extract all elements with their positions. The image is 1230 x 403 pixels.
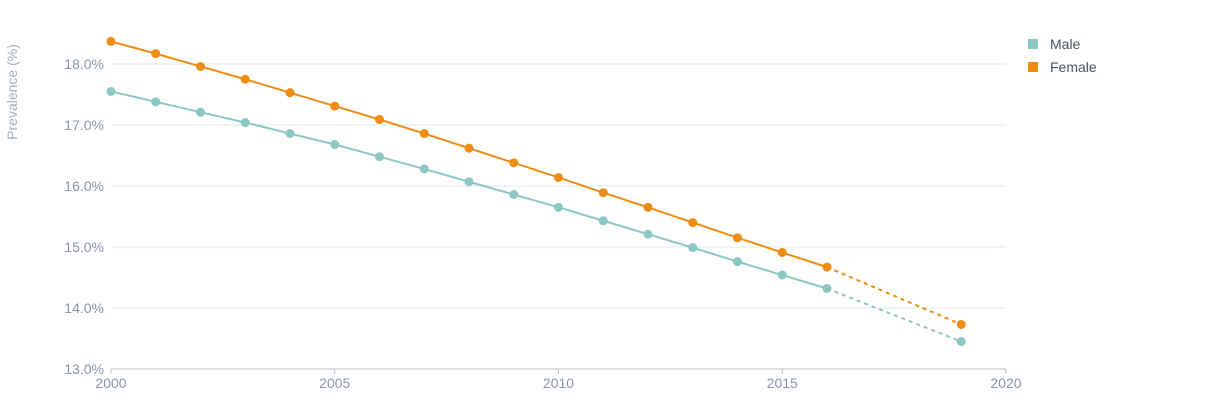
data-point-female[interactable] (330, 101, 340, 111)
data-point-male[interactable] (464, 177, 474, 187)
data-point-male[interactable] (822, 283, 832, 293)
data-point-female[interactable] (240, 74, 250, 84)
data-point-male[interactable] (509, 190, 519, 200)
x-tick-label: 2010 (543, 375, 574, 391)
data-point-female[interactable] (956, 319, 966, 329)
legend-swatch-male (1028, 38, 1038, 49)
y-axis-title: Prevalence (%) (4, 44, 20, 140)
data-point-male[interactable] (285, 129, 295, 139)
legend-swatch-female (1028, 61, 1038, 72)
legend-item-male[interactable]: Male (1028, 32, 1097, 55)
y-tick-label: 15.0% (64, 239, 104, 255)
x-tick-label: 2020 (990, 375, 1021, 391)
legend: Male Female (1028, 32, 1097, 78)
data-point-female[interactable] (643, 202, 653, 212)
data-point-female[interactable] (285, 88, 295, 98)
x-tick-label: 2005 (319, 375, 350, 391)
data-point-male[interactable] (151, 97, 161, 107)
y-tick-label: 18.0% (64, 56, 104, 72)
data-point-female[interactable] (554, 172, 563, 182)
series-lines (106, 36, 966, 347)
data-point-female[interactable] (151, 49, 161, 59)
legend-item-female[interactable]: Female (1028, 55, 1097, 78)
y-tick-labels: 13.0% 14.0% 15.0% 16.0% 17.0% 18.0% (64, 56, 104, 377)
y-tick-label: 16.0% (64, 178, 104, 194)
data-point-male[interactable] (240, 118, 250, 128)
x-tick-labels: 2000 2005 2010 2015 2020 (95, 369, 1022, 391)
data-point-female[interactable] (822, 262, 832, 272)
data-point-female[interactable] (688, 218, 698, 228)
gridlines (111, 63, 1006, 309)
data-point-female[interactable] (375, 115, 384, 125)
data-point-male[interactable] (643, 229, 653, 239)
data-point-male[interactable] (688, 243, 698, 253)
data-point-male[interactable] (106, 86, 116, 96)
y-tick-label: 13.0% (64, 361, 104, 377)
data-point-female[interactable] (106, 36, 116, 46)
x-tick-label: 2000 (95, 375, 126, 391)
series-projection-female (826, 266, 962, 326)
series-projection-male (826, 287, 962, 343)
data-point-female[interactable] (509, 158, 519, 168)
data-point-female[interactable] (777, 247, 787, 257)
series-line-male (110, 90, 828, 290)
data-point-female[interactable] (598, 188, 608, 198)
x-tick-label: 2015 (767, 375, 798, 391)
data-point-female[interactable] (419, 129, 429, 139)
y-tick-label: 14.0% (64, 300, 104, 316)
data-point-male[interactable] (196, 107, 205, 117)
data-point-male[interactable] (419, 164, 429, 174)
data-point-male[interactable] (733, 257, 742, 267)
legend-label-male: Male (1050, 35, 1081, 52)
y-tick-label: 17.0% (64, 117, 104, 133)
data-point-male[interactable] (777, 270, 787, 280)
data-point-male[interactable] (554, 202, 563, 212)
legend-label-female: Female (1050, 58, 1097, 75)
data-point-female[interactable] (464, 143, 474, 153)
series-line-female (110, 40, 828, 269)
data-point-male[interactable] (375, 152, 384, 162)
data-point-male[interactable] (956, 337, 966, 347)
data-point-female[interactable] (196, 61, 205, 71)
data-point-female[interactable] (733, 233, 742, 243)
data-point-male[interactable] (330, 140, 340, 150)
data-point-male[interactable] (598, 216, 608, 226)
